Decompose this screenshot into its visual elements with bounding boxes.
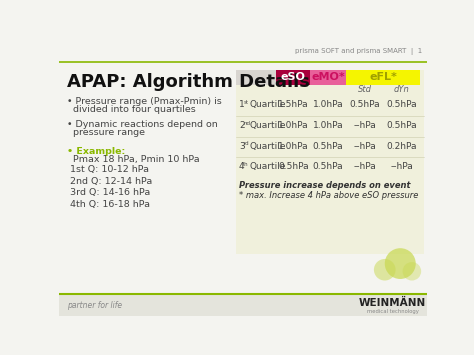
Text: • Dynamic reactions depend on: • Dynamic reactions depend on: [67, 120, 218, 129]
Text: eMO*: eMO*: [311, 72, 345, 82]
Text: 2: 2: [239, 121, 245, 130]
Text: 1.0hPa: 1.0hPa: [278, 121, 309, 130]
Text: dYn: dYn: [394, 86, 410, 94]
Text: divided into four quartiles: divided into four quartiles: [67, 105, 196, 114]
Text: WEINMÄNN: WEINMÄNN: [359, 297, 426, 308]
Text: 0.5hPa: 0.5hPa: [349, 100, 380, 109]
Text: --hPa: --hPa: [353, 142, 376, 151]
Text: Std: Std: [357, 86, 372, 94]
FancyBboxPatch shape: [236, 70, 423, 254]
Text: 1st Q: 10-12 hPa: 1st Q: 10-12 hPa: [70, 165, 149, 174]
Text: Quartile: Quartile: [249, 100, 286, 109]
Text: • Example:: • Example:: [67, 147, 125, 155]
Text: 1.5hPa: 1.5hPa: [278, 100, 309, 109]
Circle shape: [402, 262, 421, 280]
Text: pressure range: pressure range: [67, 128, 145, 137]
Text: --hPa: --hPa: [391, 163, 413, 171]
Text: * max. Increase 4 hPa above eSO pressure: * max. Increase 4 hPa above eSO pressure: [239, 191, 419, 200]
Text: eFL*: eFL*: [369, 72, 397, 82]
Text: 1.0hPa: 1.0hPa: [313, 121, 344, 130]
Text: th: th: [243, 162, 249, 167]
Text: 1.0hPa: 1.0hPa: [278, 142, 309, 151]
Circle shape: [385, 248, 416, 279]
Text: prisma SOFT and prisma SMART  |  1: prisma SOFT and prisma SMART | 1: [295, 48, 422, 55]
Text: 4: 4: [239, 163, 245, 171]
Text: 2nd Q: 12-14 hPa: 2nd Q: 12-14 hPa: [70, 176, 152, 186]
Text: 3rd Q: 14-16 hPa: 3rd Q: 14-16 hPa: [70, 188, 150, 197]
FancyBboxPatch shape: [310, 70, 346, 85]
Text: --hPa: --hPa: [353, 121, 376, 130]
FancyBboxPatch shape: [276, 70, 310, 85]
FancyBboxPatch shape: [236, 70, 276, 85]
Text: Quartile: Quartile: [249, 142, 286, 151]
Text: 0.5hPa: 0.5hPa: [313, 142, 344, 151]
Text: medical technology: medical technology: [366, 309, 419, 314]
Circle shape: [374, 259, 396, 280]
Text: 3: 3: [239, 142, 245, 151]
Text: 1.0hPa: 1.0hPa: [313, 100, 344, 109]
Text: Quartile: Quartile: [249, 121, 286, 130]
Text: 0.2hPa: 0.2hPa: [387, 142, 417, 151]
Text: rd: rd: [243, 141, 249, 146]
FancyBboxPatch shape: [346, 70, 420, 85]
Text: st: st: [243, 100, 248, 105]
Text: APAP: Algorithm Details: APAP: Algorithm Details: [67, 73, 310, 91]
Text: Quartile: Quartile: [249, 163, 286, 171]
Text: --hPa: --hPa: [353, 163, 376, 171]
Text: nd: nd: [243, 121, 250, 126]
Text: 4th Q: 16-18 hPa: 4th Q: 16-18 hPa: [70, 200, 150, 209]
Text: 0.5hPa: 0.5hPa: [278, 163, 309, 171]
Text: 0.5hPa: 0.5hPa: [386, 121, 417, 130]
Text: Pmax 18 hPa, Pmin 10 hPa: Pmax 18 hPa, Pmin 10 hPa: [67, 155, 200, 164]
Text: 1: 1: [239, 100, 245, 109]
Text: 0.5hPa: 0.5hPa: [313, 163, 344, 171]
Text: partner for life: partner for life: [67, 301, 122, 310]
Text: • Pressure range (Pmax-Pmin) is: • Pressure range (Pmax-Pmin) is: [67, 97, 222, 105]
Text: eSO: eSO: [281, 72, 306, 82]
Text: Pressure increase depends on event: Pressure increase depends on event: [239, 181, 410, 190]
Text: 0.5hPa: 0.5hPa: [386, 100, 417, 109]
FancyBboxPatch shape: [59, 294, 427, 316]
